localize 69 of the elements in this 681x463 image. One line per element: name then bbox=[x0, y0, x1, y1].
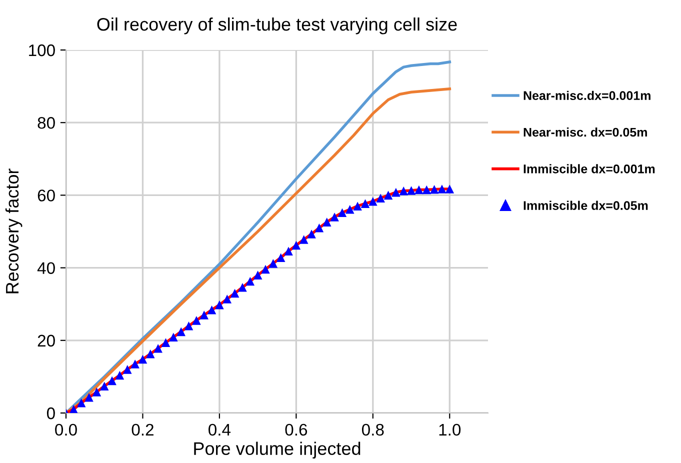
x-tick-label: 0.4 bbox=[208, 424, 231, 436]
point bbox=[246, 276, 255, 286]
point bbox=[169, 332, 178, 342]
point bbox=[438, 184, 446, 194]
y-axis-title: Recovery factor bbox=[5, 168, 22, 294]
point bbox=[84, 393, 94, 402]
point bbox=[384, 190, 393, 200]
y-tick-label: 0 bbox=[46, 407, 55, 420]
point bbox=[176, 327, 186, 336]
point bbox=[422, 185, 432, 194]
point bbox=[406, 186, 416, 195]
point bbox=[192, 316, 201, 325]
legend-label: Near-misc. dx=0.05m bbox=[524, 127, 647, 137]
y-tick-label: 60 bbox=[38, 190, 55, 202]
point bbox=[69, 404, 78, 413]
x-tick-label: 0.8 bbox=[362, 424, 384, 436]
x-tick-label: 0.2 bbox=[132, 424, 154, 436]
point bbox=[292, 240, 301, 250]
point bbox=[330, 212, 339, 222]
chart-title: Oil recovery of slim-tube test varying cell size bbox=[97, 17, 457, 34]
point bbox=[122, 365, 132, 374]
point bbox=[368, 196, 378, 206]
point bbox=[184, 321, 194, 330]
point bbox=[130, 360, 140, 368]
legend-label: Immiscible dx=0.05m bbox=[524, 200, 648, 210]
point bbox=[215, 300, 224, 310]
x-axis-title: Pore volume injected bbox=[194, 442, 360, 459]
point bbox=[360, 199, 370, 208]
point bbox=[154, 344, 162, 353]
x-tick-label: 0.6 bbox=[285, 424, 308, 436]
point bbox=[108, 376, 116, 386]
point bbox=[322, 218, 332, 226]
point bbox=[115, 370, 124, 380]
point bbox=[314, 223, 324, 232]
point bbox=[161, 338, 170, 347]
point bbox=[261, 264, 270, 274]
point bbox=[138, 354, 148, 364]
point bbox=[353, 202, 362, 210]
point bbox=[238, 283, 247, 292]
legend-label: Immiscible dx=0.001m bbox=[524, 164, 655, 174]
x-tick-label: 0.0 bbox=[55, 424, 77, 436]
point bbox=[146, 349, 155, 358]
point bbox=[253, 270, 262, 280]
x-tick-label: 1.0 bbox=[439, 424, 461, 436]
point bbox=[207, 306, 216, 314]
point bbox=[430, 185, 439, 194]
point bbox=[299, 235, 308, 244]
point bbox=[338, 208, 347, 218]
point bbox=[284, 246, 293, 256]
point bbox=[392, 188, 400, 197]
point bbox=[230, 288, 240, 298]
legend-label: Near-misc.dx=0.001m bbox=[524, 90, 650, 100]
point bbox=[376, 194, 385, 202]
point bbox=[414, 185, 424, 194]
y-tick-label: 80 bbox=[38, 117, 55, 129]
point bbox=[100, 382, 109, 391]
point bbox=[307, 230, 316, 238]
point bbox=[268, 259, 278, 268]
point bbox=[200, 310, 208, 320]
y-tick-label: 100 bbox=[29, 44, 55, 56]
point bbox=[346, 204, 354, 214]
point bbox=[222, 294, 232, 304]
y-tick-label: 20 bbox=[38, 334, 55, 347]
y-tick-label: 40 bbox=[37, 262, 55, 274]
point bbox=[76, 398, 86, 408]
point bbox=[276, 253, 286, 262]
point bbox=[445, 184, 454, 194]
point bbox=[399, 186, 408, 196]
point bbox=[92, 388, 102, 396]
